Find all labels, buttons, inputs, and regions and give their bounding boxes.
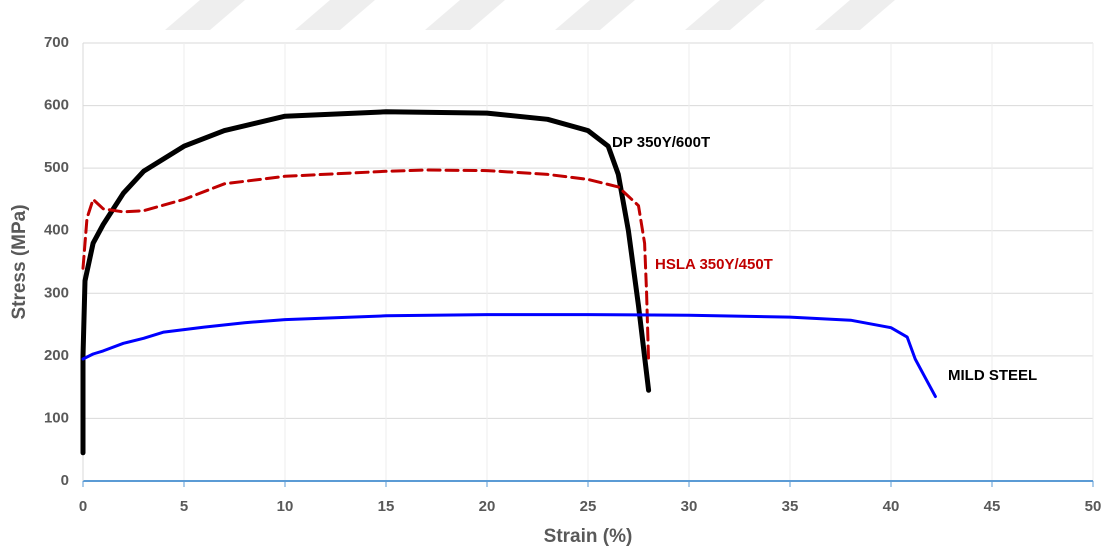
series-label: DP 350Y/600T xyxy=(612,134,710,151)
x-tick-label: 20 xyxy=(479,498,496,515)
y-tick-label: 500 xyxy=(44,159,69,176)
x-axis-title: Strain (%) xyxy=(544,526,633,547)
series-label: HSLA 350Y/450T xyxy=(655,256,773,273)
x-tick-label: 10 xyxy=(277,498,294,515)
y-tick-label: 100 xyxy=(44,409,69,426)
x-tick-label: 45 xyxy=(984,498,1001,515)
watermark xyxy=(165,0,895,30)
y-tick-label: 200 xyxy=(44,347,69,364)
x-tick-label: 5 xyxy=(180,498,188,515)
x-tick-label: 50 xyxy=(1085,498,1102,515)
y-tick-label: 300 xyxy=(44,284,69,301)
y-tick-label: 400 xyxy=(44,222,69,239)
x-tick-label: 30 xyxy=(681,498,698,515)
y-axis-title: Stress (MPa) xyxy=(9,204,30,319)
x-tick-label: 25 xyxy=(580,498,597,515)
series-line xyxy=(81,168,651,364)
x-tick-label: 40 xyxy=(883,498,900,515)
series-label: MILD STEEL xyxy=(948,367,1037,384)
x-tick-label: 15 xyxy=(378,498,395,515)
series-line xyxy=(80,109,652,456)
y-tick-label: 700 xyxy=(44,34,69,51)
y-tick-label: 600 xyxy=(44,97,69,114)
y-tick-label: 0 xyxy=(61,472,69,489)
x-tick-label: 35 xyxy=(782,498,799,515)
x-tick-label: 0 xyxy=(79,498,87,515)
series-line xyxy=(81,313,937,398)
